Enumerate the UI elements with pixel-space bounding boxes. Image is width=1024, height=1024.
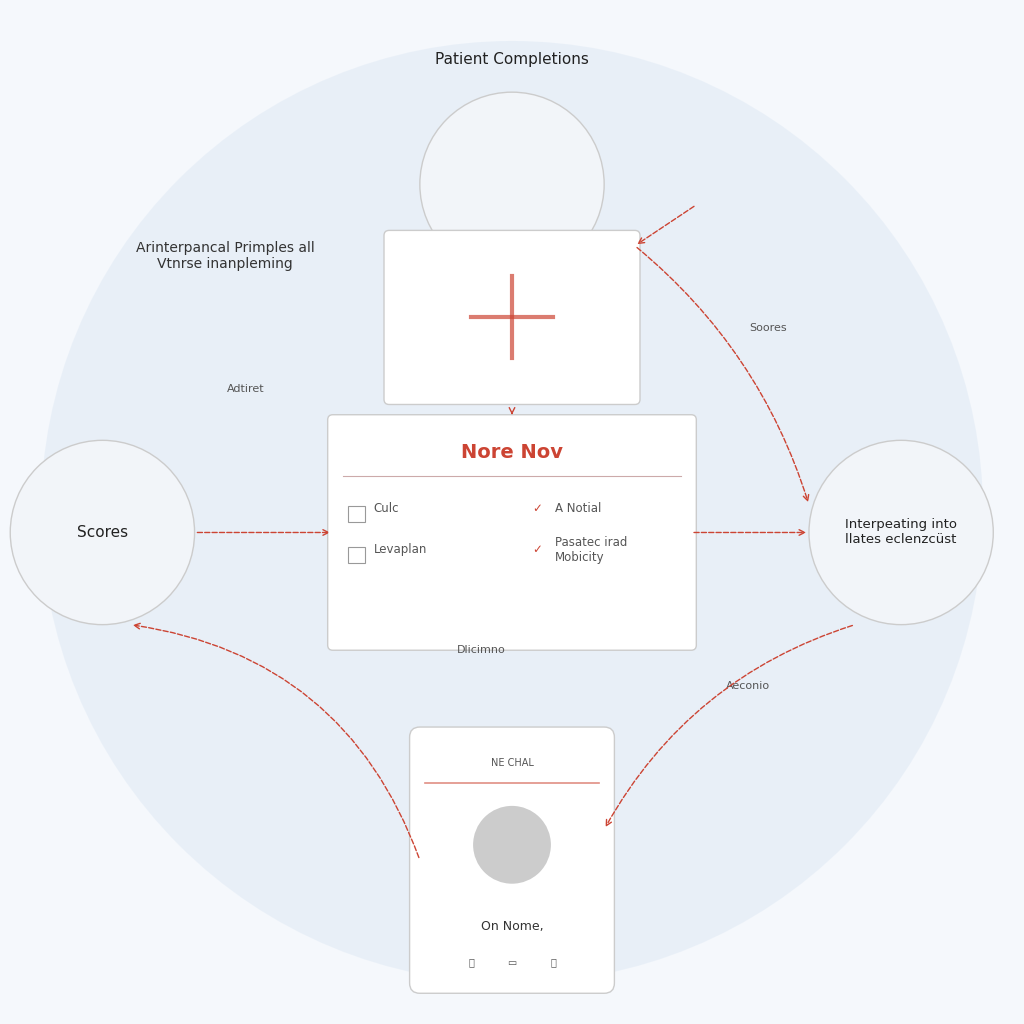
Text: Pasatec irad
Mobicity: Pasatec irad Mobicity [555,536,628,564]
Text: ✓: ✓ [532,503,543,515]
Text: Levaplan: Levaplan [374,544,427,556]
Text: Interpeating into
llates eclenzcüst: Interpeating into llates eclenzcüst [845,518,957,547]
Text: Culc: Culc [374,503,399,515]
Text: A Notial: A Notial [555,503,601,515]
Text: ⏮: ⏮ [468,957,474,968]
Circle shape [41,41,983,983]
Text: 🖹: 🖹 [550,957,556,968]
Text: Soores: Soores [750,323,786,333]
Circle shape [10,440,195,625]
Text: Scores: Scores [77,525,128,540]
Text: Arinterpancal Primples all
Vtnrse inanpleming: Arinterpancal Primples all Vtnrse inanpl… [136,241,314,271]
FancyBboxPatch shape [384,230,640,404]
Text: ▭: ▭ [507,957,517,968]
FancyBboxPatch shape [328,415,696,650]
Text: ✓: ✓ [532,544,543,556]
Text: Aeconio: Aeconio [725,681,770,691]
Circle shape [420,92,604,276]
Circle shape [809,440,993,625]
Text: Dlicimno: Dlicimno [457,645,506,655]
Text: On Nome,: On Nome, [480,921,544,933]
Text: Patient Completions: Patient Completions [435,51,589,67]
Circle shape [473,806,551,884]
Text: Adtiret: Adtiret [227,384,264,394]
Text: NE CHAL: NE CHAL [490,758,534,768]
FancyBboxPatch shape [410,727,614,993]
Text: Nore Nov: Nore Nov [461,443,563,462]
